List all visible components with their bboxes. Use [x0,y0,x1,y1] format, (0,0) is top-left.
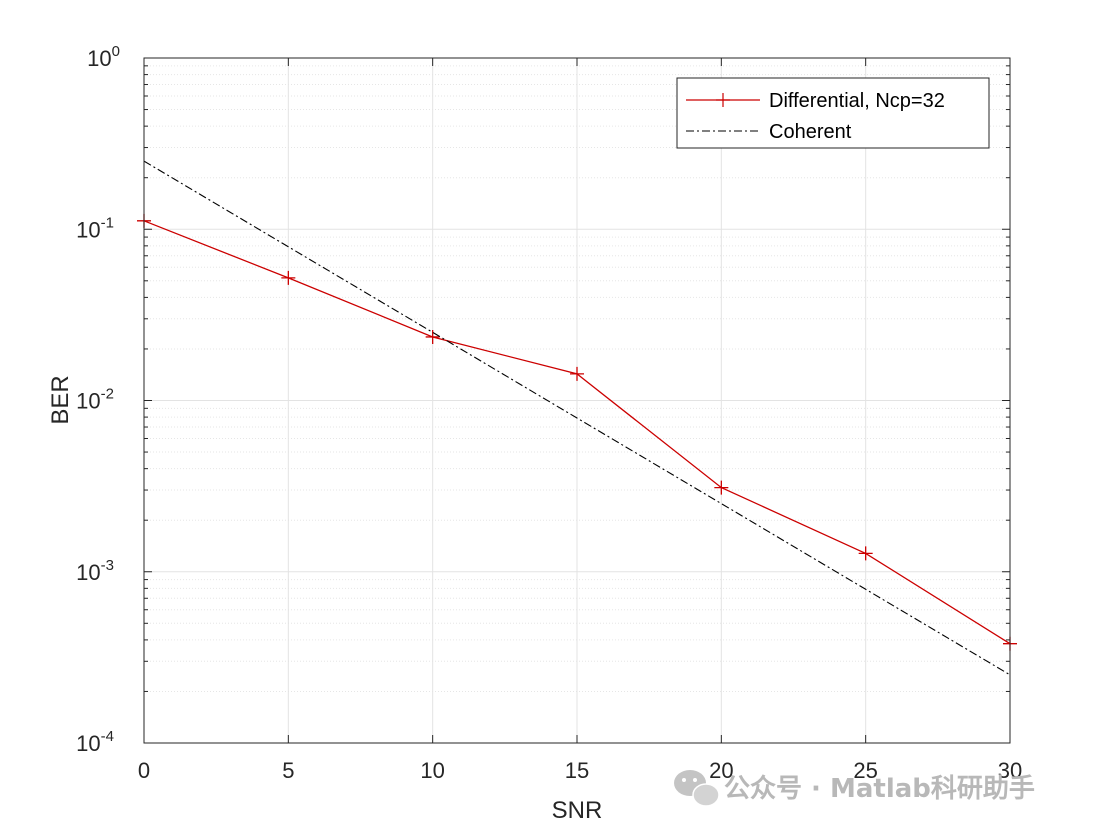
x-tick-label: 10 [420,758,444,783]
axis-ticks: 0 5 10 15 20 25 30 100 10-1 10-2 10-3 10-4 [76,43,1022,783]
watermark: 公众号 · Matlab科研助手 [674,770,1035,807]
data-point-marker [425,329,440,344]
x-tick-label: 15 [565,758,589,783]
wechat-icon [674,770,720,807]
data-point-marker [281,270,296,285]
x-tick-label: 30 [998,758,1022,783]
y-axis-title: BER [47,375,74,424]
legend-label-differential: Differential, Ncp=32 [769,90,945,112]
legend: Differential, Ncp=32 Coherent [676,77,990,149]
x-tick-label: 25 [853,758,877,783]
watermark-text: 公众号 · Matlab科研助手 [724,774,1035,804]
y-tick-label: 10-2 [76,386,114,414]
y-tick-label: 100 [87,43,120,71]
x-tick-label: 5 [282,758,294,783]
legend-box [676,77,990,149]
legend-label-coherent: Coherent [769,121,852,143]
x-axis-title: SNR [552,797,603,824]
data-point-marker [714,480,729,495]
y-tick-label: 10-4 [76,728,114,756]
series-line-1 [143,160,1011,676]
x-tick-label: 20 [709,758,733,783]
y-tick-label: 10-3 [76,557,114,585]
y-tick-label: 10-1 [76,214,114,242]
data-point-marker [858,546,873,561]
x-tick-label: 0 [138,758,150,783]
data-point-marker [570,366,584,381]
legend-marker-differential [716,93,730,107]
series-layer [137,160,1017,676]
